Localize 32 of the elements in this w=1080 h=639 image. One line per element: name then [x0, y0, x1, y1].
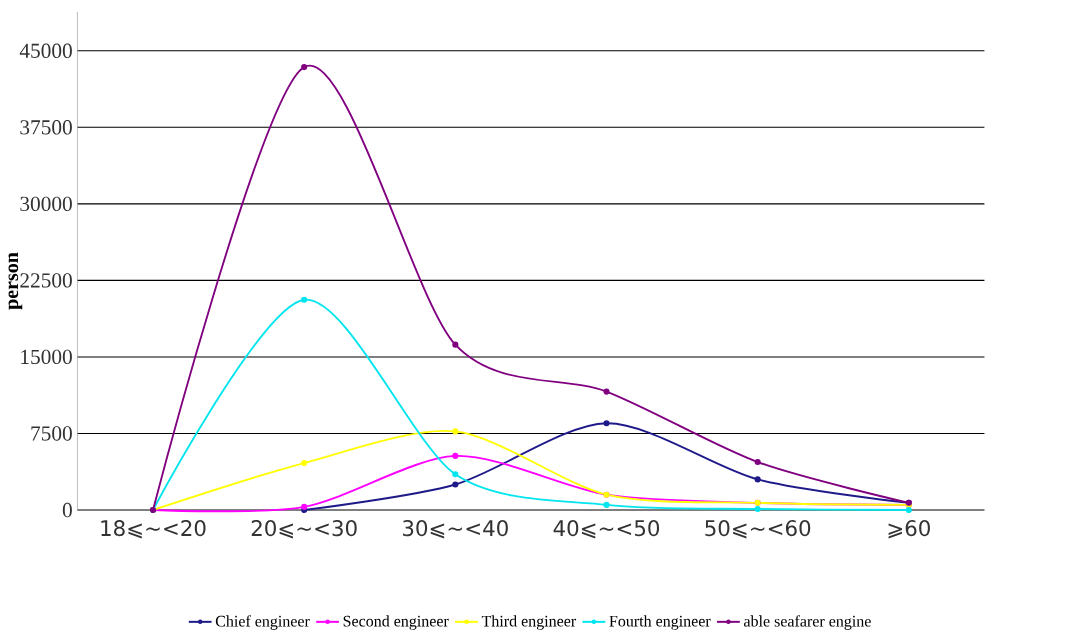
- legend-label: able seafarer engine: [744, 615, 871, 630]
- legend-label: Fourth engineer: [609, 615, 711, 630]
- x-tick-label: 18⩽~<20: [101, 520, 206, 539]
- y-tick-label: 0: [62, 502, 72, 518]
- point: [603, 501, 610, 508]
- point: [754, 505, 761, 513]
- point: [301, 296, 308, 303]
- x-tick-label: ⩾60: [888, 520, 930, 539]
- y-tick-label: 7500: [31, 426, 72, 441]
- point: [452, 452, 459, 459]
- point: [754, 476, 761, 483]
- point: [452, 428, 459, 435]
- x-tick-label: 20⩽~<30: [251, 520, 357, 539]
- point: [452, 481, 459, 488]
- point: [905, 506, 912, 514]
- point: [452, 471, 459, 478]
- y-tick-label: 15000: [21, 349, 72, 365]
- x-tick-label: 30⩽~<40: [403, 520, 508, 539]
- y-tick-label: 37500: [20, 120, 72, 135]
- point: [754, 458, 761, 466]
- legend-label: Third engineer: [481, 615, 577, 630]
- y-tick-label: 45000: [19, 43, 72, 58]
- y-tick-label: 30000: [20, 196, 72, 212]
- point: [452, 341, 459, 348]
- point: [301, 64, 308, 71]
- legend-label: Second engineer: [343, 615, 449, 630]
- x-tick-label: 50⩽~<60: [705, 520, 811, 539]
- x-tick-label: 40⩽~<50: [553, 520, 660, 539]
- point: [603, 420, 610, 427]
- point: [603, 388, 610, 395]
- legend-label: Chief engineer: [215, 615, 310, 630]
- point: [301, 459, 308, 467]
